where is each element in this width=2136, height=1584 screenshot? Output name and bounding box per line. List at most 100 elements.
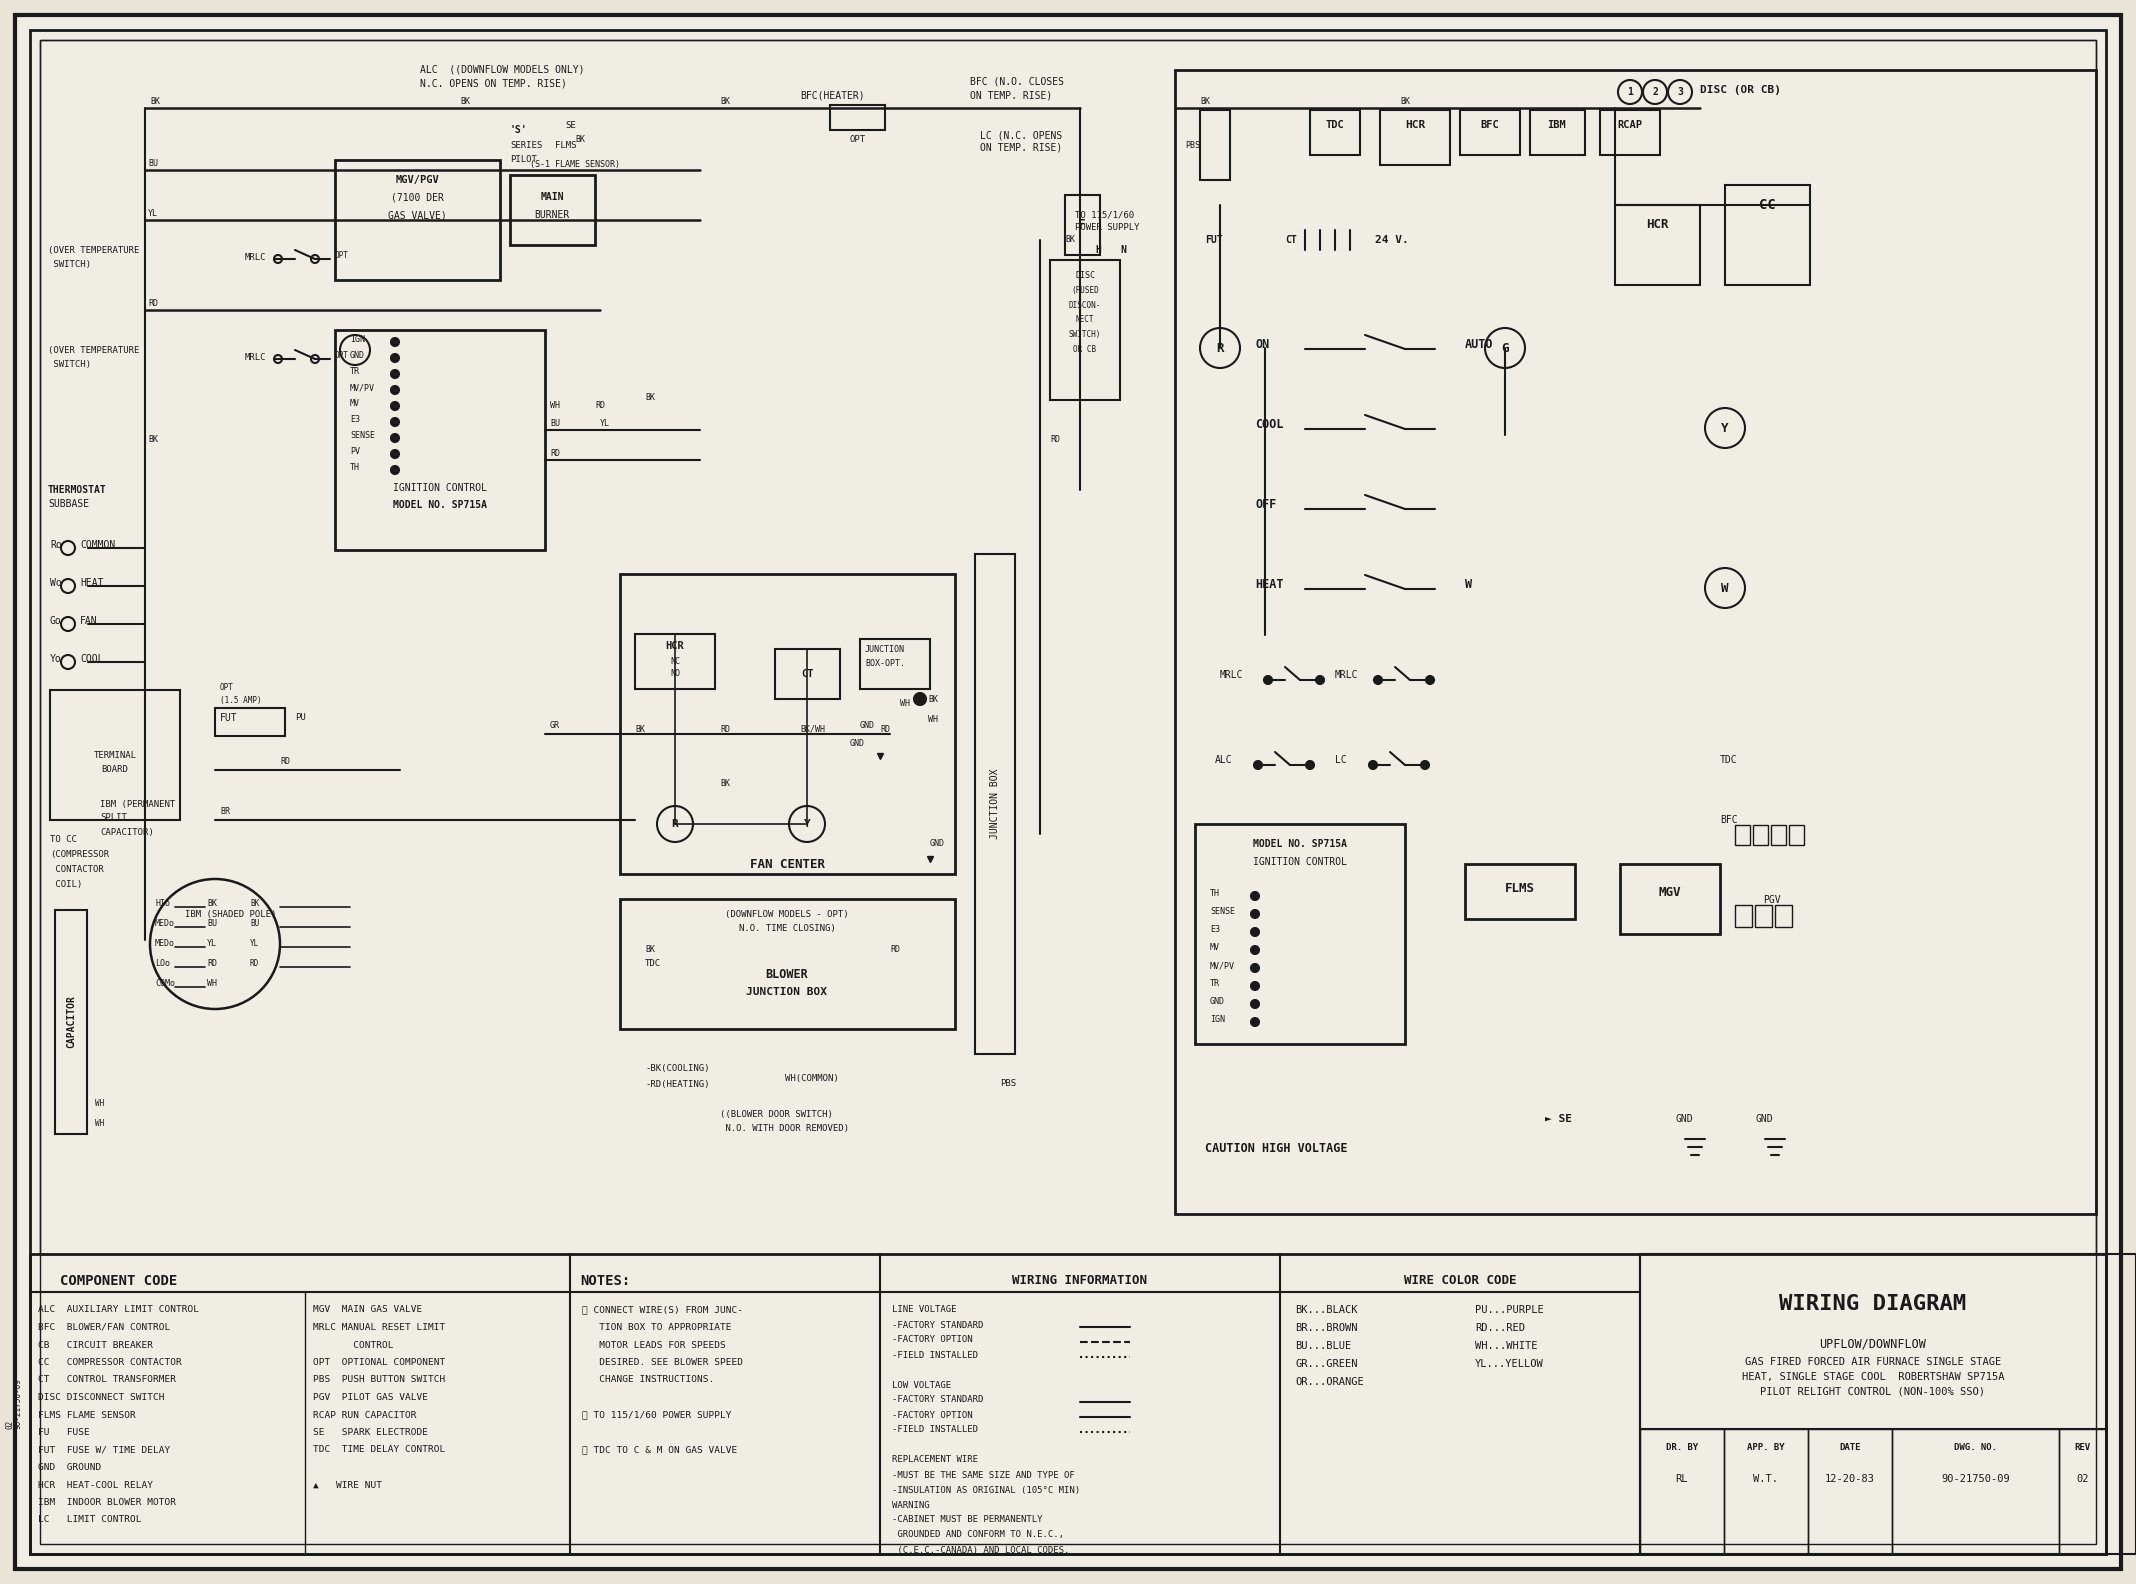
Bar (2059, 1429, 2106, 1554)
Text: MRLC: MRLC (1220, 670, 1243, 680)
Text: RD: RD (280, 757, 290, 765)
Bar (30, 1255, 2106, 1554)
Bar (1619, 863, 1719, 935)
Text: HCR  HEAT-COOL RELAY: HCR HEAT-COOL RELAY (38, 1481, 154, 1489)
Text: PGV: PGV (1762, 895, 1781, 904)
Text: UPFLOW/DOWNFLOW: UPFLOW/DOWNFLOW (1820, 1337, 1927, 1351)
Text: APP. BY: APP. BY (1747, 1443, 1786, 1451)
Text: BK: BK (150, 98, 160, 106)
Text: H: H (1096, 246, 1100, 255)
Text: MEDo: MEDo (156, 919, 175, 928)
Text: RD: RD (720, 724, 731, 733)
Bar (511, 174, 596, 246)
Text: 3: 3 (1677, 87, 1683, 97)
Text: HCR: HCR (1645, 219, 1668, 231)
Text: LC (N.C. OPENS: LC (N.C. OPENS (980, 130, 1062, 139)
Bar (49, 691, 179, 821)
Bar (775, 649, 839, 699)
Text: FU   FUSE: FU FUSE (38, 1429, 90, 1437)
Text: YL: YL (207, 939, 218, 949)
Circle shape (1252, 928, 1258, 936)
Bar (335, 160, 500, 280)
Text: 90-21750-09: 90-21750-09 (1942, 1475, 2010, 1484)
Text: CHANGE INSTRUCTIONS.: CHANGE INSTRUCTIONS. (581, 1375, 713, 1384)
Text: W: W (1465, 578, 1472, 591)
Text: OPT: OPT (335, 350, 348, 360)
Text: SUBBASE: SUBBASE (47, 499, 90, 508)
Bar (1051, 260, 1119, 401)
Text: 24 V.: 24 V. (1376, 234, 1410, 246)
Text: HCR: HCR (666, 642, 684, 651)
Circle shape (391, 386, 399, 394)
Text: R: R (1215, 342, 1224, 355)
Text: 02: 02 (6, 1419, 15, 1429)
Text: TERMINAL: TERMINAL (94, 751, 137, 759)
Text: DATE: DATE (1839, 1443, 1860, 1451)
Circle shape (1373, 676, 1382, 684)
Bar (1726, 185, 1809, 285)
Text: -FIELD INSTALLED: -FIELD INSTALLED (893, 1426, 978, 1435)
Bar (1734, 825, 1749, 844)
Text: HEAT, SINGLE STAGE COOL  ROBERTSHAW SP715A: HEAT, SINGLE STAGE COOL ROBERTSHAW SP715… (1741, 1372, 2004, 1381)
Text: 1: 1 (1628, 87, 1632, 97)
Text: ((BLOWER DOOR SWITCH): ((BLOWER DOOR SWITCH) (720, 1109, 833, 1118)
Bar (1465, 863, 1574, 919)
Text: NOTES:: NOTES: (581, 1274, 630, 1288)
Text: RD: RD (880, 724, 891, 733)
Text: BK/WH: BK/WH (801, 724, 824, 733)
Text: DISC DISCONNECT SWITCH: DISC DISCONNECT SWITCH (38, 1392, 164, 1402)
Text: REPLACEMENT WIRE: REPLACEMENT WIRE (893, 1456, 978, 1465)
Text: Ro: Ro (49, 540, 62, 550)
Text: OPT: OPT (335, 250, 348, 260)
Circle shape (391, 402, 399, 410)
Text: BU: BU (549, 418, 560, 428)
Text: BU: BU (250, 919, 258, 928)
Bar (1529, 109, 1585, 155)
Text: BURNER: BURNER (534, 211, 570, 220)
Text: CAPACITOR: CAPACITOR (66, 996, 77, 1049)
Text: (COMPRESSOR: (COMPRESSOR (49, 851, 109, 860)
Text: BFC: BFC (1719, 816, 1737, 825)
Text: N.O. WITH DOOR REMOVED): N.O. WITH DOOR REMOVED) (720, 1125, 848, 1134)
Text: BK...BLACK: BK...BLACK (1294, 1305, 1358, 1315)
Bar (861, 638, 929, 689)
Text: ③ TDC TO C & M ON GAS VALVE: ③ TDC TO C & M ON GAS VALVE (581, 1446, 737, 1454)
Bar (1380, 109, 1450, 165)
Text: N.O. TIME CLOSING): N.O. TIME CLOSING) (739, 925, 835, 933)
Text: (OVER TEMPERATURE: (OVER TEMPERATURE (47, 246, 139, 255)
Text: PBS: PBS (1185, 141, 1200, 149)
Circle shape (391, 371, 399, 379)
Text: COOL: COOL (79, 654, 103, 664)
Text: DESIRED. SEE BLOWER SPEED: DESIRED. SEE BLOWER SPEED (581, 1357, 743, 1367)
Circle shape (1254, 760, 1262, 768)
Text: ① CONNECT WIRE(S) FROM JUNC-: ① CONNECT WIRE(S) FROM JUNC- (581, 1305, 743, 1315)
Text: OPT  OPTIONAL COMPONENT: OPT OPTIONAL COMPONENT (314, 1357, 444, 1367)
Text: SENSE: SENSE (350, 431, 376, 440)
Text: FAN CENTER: FAN CENTER (750, 857, 824, 871)
Text: GND: GND (1209, 998, 1226, 1006)
Text: HIo: HIo (156, 900, 171, 909)
Text: GND  GROUND: GND GROUND (38, 1464, 100, 1472)
Bar (1175, 70, 2095, 1213)
Bar (1771, 825, 1786, 844)
Text: IGNITION CONTROL: IGNITION CONTROL (1254, 857, 1348, 866)
Text: -FACTORY OPTION: -FACTORY OPTION (893, 1335, 972, 1345)
Circle shape (391, 434, 399, 442)
Text: R: R (671, 819, 679, 828)
Text: RD: RD (549, 448, 560, 458)
Text: WH: WH (207, 979, 218, 988)
Text: BFC(HEATER): BFC(HEATER) (801, 90, 865, 100)
Text: MRLC: MRLC (246, 252, 267, 261)
Text: GAS FIRED FORCED AIR FURNACE SINGLE STAGE: GAS FIRED FORCED AIR FURNACE SINGLE STAG… (1745, 1357, 2001, 1367)
Circle shape (1252, 946, 1258, 954)
Bar (1807, 1429, 1892, 1554)
Text: NECT: NECT (1077, 315, 1094, 325)
Circle shape (1252, 1019, 1258, 1026)
Text: -BK(COOLING): -BK(COOLING) (645, 1064, 709, 1074)
Text: JUNCTION: JUNCTION (865, 645, 906, 654)
Text: DWG. NO.: DWG. NO. (1954, 1443, 1997, 1451)
Circle shape (1316, 676, 1324, 684)
Text: IBM (PERMANENT: IBM (PERMANENT (100, 800, 175, 808)
Bar (1790, 825, 1805, 844)
Text: PU...PURPLE: PU...PURPLE (1476, 1305, 1544, 1315)
